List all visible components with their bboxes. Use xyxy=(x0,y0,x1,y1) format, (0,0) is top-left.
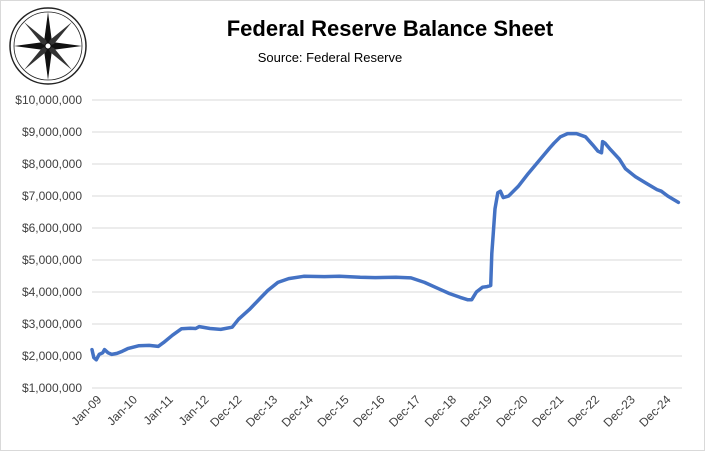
y-tick-label: $6,000,000 xyxy=(22,221,82,235)
x-tick-label: Dec-19 xyxy=(458,392,495,429)
x-tick-label: Jan-09 xyxy=(68,392,104,428)
series-layer xyxy=(90,131,681,362)
y-tick-label: $4,000,000 xyxy=(22,285,82,299)
series-line xyxy=(90,131,681,362)
x-tick-label: Dec-14 xyxy=(279,392,316,429)
y-tick-label: $7,000,000 xyxy=(22,189,82,203)
gridlines xyxy=(92,99,682,389)
compass-rose-logo xyxy=(9,7,87,85)
x-tick-label: Jan-10 xyxy=(104,392,140,428)
x-tick-label: Jan-12 xyxy=(176,392,212,428)
x-axis-ticks: Jan-09 Jan-10 Jan-11 Jan-12Dec-12Dec-13Dec-… xyxy=(68,392,673,429)
x-tick-label: Dec-12 xyxy=(207,392,244,429)
x-tick-label: Dec-15 xyxy=(315,392,352,429)
y-tick-label: $5,000,000 xyxy=(22,253,82,267)
x-tick-label: Dec-23 xyxy=(601,392,638,429)
x-tick-label: Dec-21 xyxy=(529,392,566,429)
x-tick-label: Dec-16 xyxy=(350,392,387,429)
x-tick-label: Dec-24 xyxy=(636,392,673,429)
x-tick-label: Dec-18 xyxy=(422,392,459,429)
x-tick-label: Dec-13 xyxy=(243,392,280,429)
x-tick-label: Dec-17 xyxy=(386,392,423,429)
chart-title: Federal Reserve Balance Sheet xyxy=(226,16,554,41)
y-tick-label: $10,000,000 xyxy=(15,93,82,107)
y-tick-label: $3,000,000 xyxy=(22,317,82,331)
y-axis-ticks: $1,000,000 $2,000,000 $3,000,000 $4,000,000… xyxy=(15,93,82,395)
x-tick-label: Dec-22 xyxy=(565,392,602,429)
x-tick-label: Jan-11 xyxy=(141,392,176,427)
y-tick-label: $1,000,000 xyxy=(22,381,82,395)
y-tick-label: $9,000,000 xyxy=(22,125,82,139)
y-tick-label: $8,000,000 xyxy=(22,157,82,171)
chart-subtitle: Source: Federal Reserve xyxy=(257,50,403,65)
x-tick-label: Dec-20 xyxy=(493,392,530,429)
y-tick-label: $2,000,000 xyxy=(22,349,82,363)
